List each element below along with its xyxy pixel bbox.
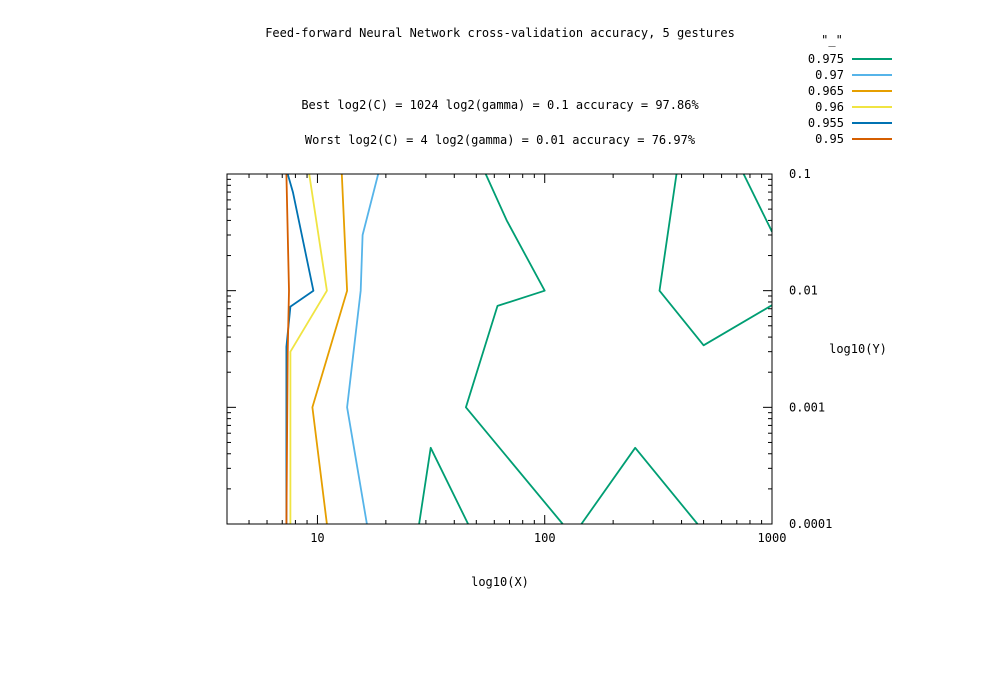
contour-lines (285, 174, 772, 524)
x-tick-label: 100 (534, 531, 556, 545)
legend-label: 0.95 (815, 132, 844, 146)
y-tick-label: 0.1 (789, 167, 811, 181)
x-tick-label: 1000 (758, 531, 787, 545)
x-axis-label: log10(X) (471, 575, 529, 589)
plot-area (285, 174, 772, 524)
annotation-best: Best log2(C) = 1024 log2(gamma) = 0.1 ac… (301, 98, 699, 112)
legend-label: 0.96 (815, 100, 844, 114)
contour-line-0.95 (285, 174, 290, 524)
annotation-worst: Worst log2(C) = 4 log2(gamma) = 0.01 acc… (305, 133, 696, 147)
legend-label: 0.955 (808, 116, 844, 130)
contour-line-0.97 (346, 174, 380, 524)
y-tick-label: 0.01 (789, 284, 818, 298)
plot-frame (226, 173, 773, 525)
contour-line-0.965 (311, 174, 349, 524)
contour-line-0.975 (658, 174, 772, 347)
legend: 0.975 0.97 0.965 0.96 0.955 0.95 (808, 52, 892, 146)
contour-line-0.975 (464, 174, 564, 524)
contour-line-0.975 (418, 446, 469, 524)
chart-title: Feed-forward Neural Network cross-valida… (265, 26, 735, 40)
x-tick-label: 10 (310, 531, 324, 545)
legend-label: 0.975 (808, 52, 844, 66)
contour-line-0.96 (289, 174, 328, 524)
contour-line-0.975 (580, 446, 699, 524)
legend-title: "_" (821, 33, 843, 47)
y-axis-label: log10(Y) (829, 342, 887, 356)
legend-label: 0.97 (815, 68, 844, 82)
y-tick-label: 0.001 (789, 400, 825, 414)
contour-line-0.975 (742, 174, 772, 233)
axis-ticks: 10 100 1000 0.1 0.01 0.001 0.0001 (226, 167, 832, 545)
y-tick-label: 0.0001 (789, 517, 832, 531)
contour-line-0.955 (285, 174, 315, 524)
legend-label: 0.965 (808, 84, 844, 98)
